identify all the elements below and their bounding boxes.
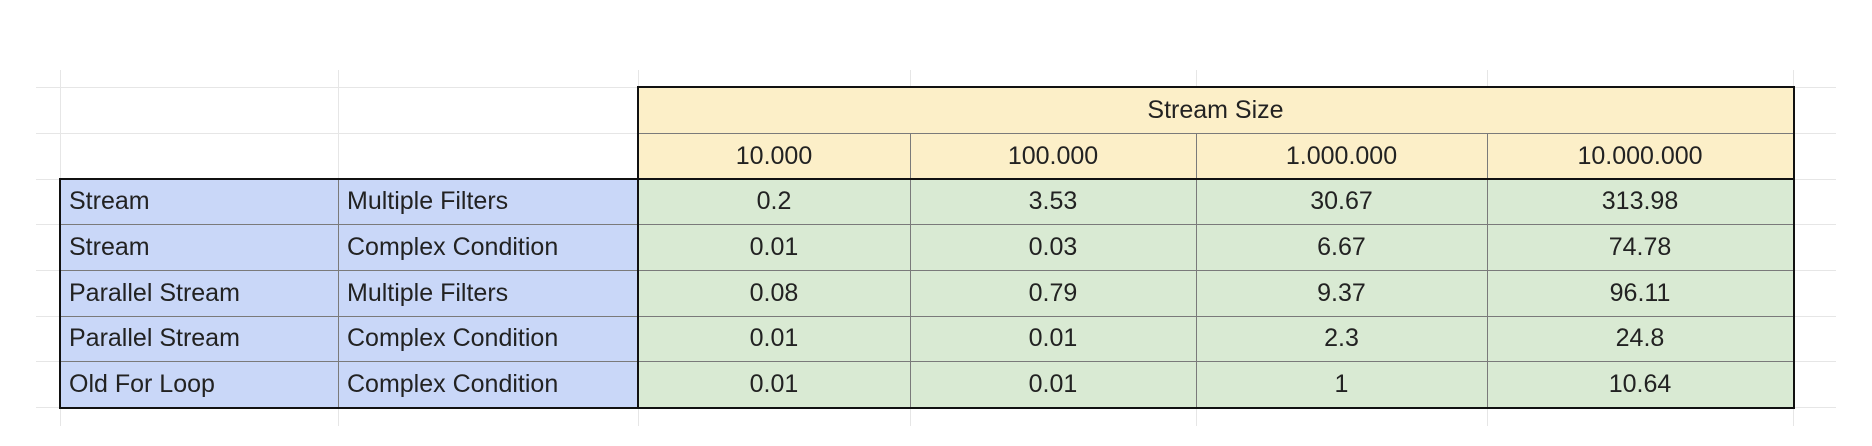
value-cell[interactable]: 0.03 xyxy=(910,224,1196,270)
value-cell[interactable]: 1 xyxy=(1196,361,1487,407)
value-cell[interactable]: 0.01 xyxy=(638,316,910,361)
row-label-cell[interactable]: Stream xyxy=(60,179,338,224)
row-label-cell[interactable]: Parallel Stream xyxy=(60,316,338,361)
value-cell[interactable]: 0.01 xyxy=(910,361,1196,407)
value-cell[interactable]: 9.37 xyxy=(1196,270,1487,316)
header-bottom-border xyxy=(638,178,1794,180)
value-cell[interactable]: 0.2 xyxy=(638,179,910,224)
row-label-cell[interactable]: Parallel Stream xyxy=(60,270,338,316)
cell-divider xyxy=(60,224,1793,225)
gridline xyxy=(36,407,1836,408)
row-label-cell[interactable]: Old For Loop xyxy=(60,361,338,407)
value-cell[interactable]: 3.53 xyxy=(910,179,1196,224)
value-cell[interactable]: 0.01 xyxy=(910,316,1196,361)
row-label-cell[interactable]: Multiple Filters xyxy=(338,270,638,316)
value-cell[interactable]: 10.64 xyxy=(1487,361,1793,407)
value-cell[interactable]: 24.8 xyxy=(1487,316,1793,361)
value-cell[interactable]: 313.98 xyxy=(1487,179,1793,224)
row-label-cell[interactable]: Multiple Filters xyxy=(338,179,638,224)
value-cell[interactable]: 74.78 xyxy=(1487,224,1793,270)
cell-divider xyxy=(60,316,1793,317)
cell-divider xyxy=(338,179,339,407)
value-cell[interactable]: 96.11 xyxy=(1487,270,1793,316)
row-label-cell[interactable]: Complex Condition xyxy=(338,224,638,270)
row-label-cell[interactable]: Stream xyxy=(60,224,338,270)
cell-divider xyxy=(60,361,1793,362)
cell-divider xyxy=(638,133,1793,134)
value-cell[interactable]: 2.3 xyxy=(1196,316,1487,361)
group-header-cell[interactable]: Stream Size xyxy=(638,87,1793,133)
column-header-cell[interactable]: 100.000 xyxy=(910,133,1196,179)
value-cell[interactable]: 30.67 xyxy=(1196,179,1487,224)
cell-divider xyxy=(60,270,1793,271)
value-cell[interactable]: 0.01 xyxy=(638,224,910,270)
column-header-cell[interactable]: 10.000.000 xyxy=(1487,133,1793,179)
column-header-cell[interactable]: 1.000.000 xyxy=(1196,133,1487,179)
column-header-cell[interactable]: 10.000 xyxy=(638,133,910,179)
value-cell[interactable]: 0.08 xyxy=(638,270,910,316)
row-label-cell[interactable]: Complex Condition xyxy=(338,316,638,361)
value-cell[interactable]: 0.79 xyxy=(910,270,1196,316)
value-cell[interactable]: 6.67 xyxy=(1196,224,1487,270)
gridline xyxy=(1793,70,1794,426)
value-cell[interactable]: 0.01 xyxy=(638,361,910,407)
row-label-cell[interactable]: Complex Condition xyxy=(338,361,638,407)
